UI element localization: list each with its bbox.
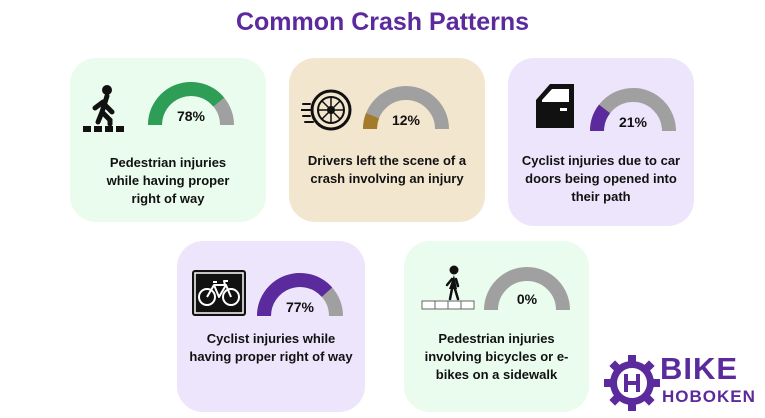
percent-gauge: 21%: [590, 88, 676, 138]
gauge-percent: 78%: [176, 108, 206, 124]
pedestrian-crosswalk-icon: [80, 84, 132, 139]
stat-card-pedestrian-right-of-way: 78% Pedestrian injuries while having pro…: [70, 58, 266, 222]
card-description: Pedestrian injuries involving bicycles o…: [424, 331, 569, 382]
logo-text-hoboken: HOBOKEN: [662, 387, 756, 406]
percent-gauge: 77%: [257, 273, 343, 323]
stat-card-hit-and-run: 12% Drivers left the scene of a crash in…: [289, 58, 485, 222]
card-description: Pedestrian injuries while having proper …: [106, 155, 230, 206]
speeding-wheel-icon: [300, 88, 353, 139]
gear-logo-icon: [604, 355, 660, 411]
page-title: Common Crash Patterns: [235, 8, 530, 36]
percent-gauge: 12%: [363, 86, 449, 136]
stat-card-dooring: 21% Cyclist injuries due to car doors be…: [508, 58, 694, 226]
gauge-fill: [257, 273, 333, 317]
gauge-percent: 77%: [285, 299, 315, 315]
percent-gauge: 0%: [484, 267, 570, 317]
gauge-fill: [363, 113, 380, 130]
card-description: Cyclist injuries while having proper rig…: [189, 331, 353, 364]
gauge-percent: 12%: [391, 112, 421, 128]
car-door-icon: [532, 80, 578, 137]
card-description: Drivers left the scene of a crash involv…: [307, 153, 467, 186]
gauge-percent: 0%: [516, 291, 538, 307]
stat-card-cyclist-right-of-way: 77% Cyclist injuries while having proper…: [177, 241, 365, 412]
gauge-fill: [590, 104, 611, 132]
gauge-track: [484, 267, 570, 311]
percent-gauge: 78%: [148, 82, 234, 132]
gauge-fill: [148, 82, 225, 126]
gauge-track: [363, 86, 449, 130]
gauge-percent: 21%: [618, 114, 648, 130]
card-description: Cyclist injuries due to car doors being …: [521, 153, 681, 204]
bicycle-sign-icon: [191, 269, 247, 322]
sidewalk-pedestrian-icon: [420, 265, 476, 316]
stat-card-sidewalk-bikes: 0% Pedestrian injuries involving bicycle…: [404, 241, 589, 412]
logo-text-bike: BIKE: [660, 351, 739, 386]
bike-hoboken-logo: BIKE HOBOKEN: [603, 350, 765, 416]
